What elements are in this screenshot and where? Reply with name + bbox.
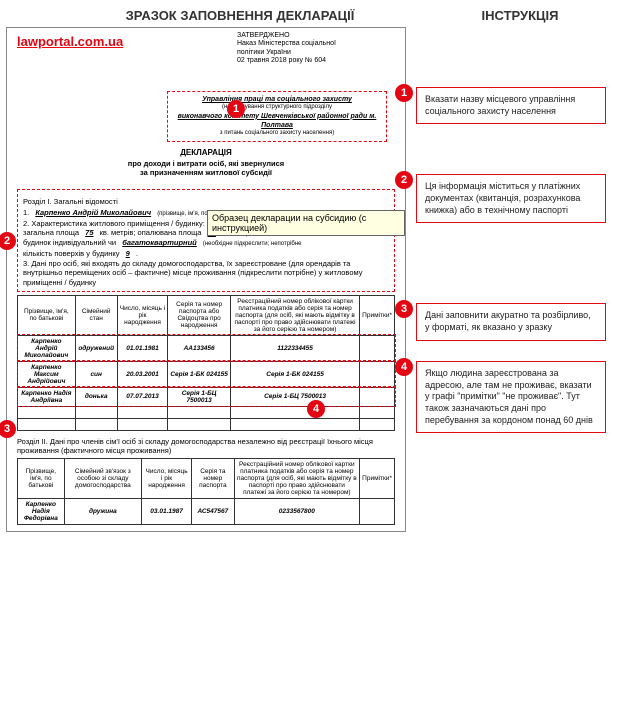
agency-line1: Управління праці та соціального захисту	[173, 95, 381, 104]
marker-1-instr: 1	[395, 84, 413, 102]
cell: 01.01.1981	[117, 335, 168, 361]
cell: донька	[75, 387, 117, 406]
t2-col: Серія та номер паспорта	[192, 458, 234, 498]
t: будинок індивідуальний чи	[23, 238, 116, 247]
marker-3-doc: 3	[0, 420, 16, 438]
cell: Карпенко Максим Андрійович	[18, 361, 76, 387]
t1-col: Серія та номер паспорта або Свідоцтва пр…	[168, 295, 231, 335]
area-total: 75	[81, 228, 97, 237]
t1-col: Реєстраційний номер облікової картки пла…	[230, 295, 359, 335]
marker-2-instr: 2	[395, 171, 413, 189]
s1-item3: 3. Дані про осіб, які входять до складу …	[23, 259, 389, 288]
cell: 07.07.2013	[117, 387, 168, 406]
t: кв. метрів; опалювана площа	[100, 228, 202, 237]
cell: син	[75, 361, 117, 387]
instruction-1: 1 Вказати назву місцевого управління соц…	[416, 87, 606, 124]
declaration-sub1: про доходи і витрати осіб, які звернулис…	[17, 159, 395, 168]
instruction-2: 2 Ця інформація міститься у платіжних до…	[416, 174, 606, 223]
t: кількість поверхів у будинку	[23, 249, 120, 258]
cell: Серія 1-БК 024155	[230, 361, 359, 387]
cell: АС547567	[192, 498, 234, 524]
instr-3-text: Дані заповнити акуратно та розбірливо, у…	[425, 310, 591, 332]
t: .	[136, 249, 138, 258]
cell: Серія 1-БЦ 7500013	[168, 387, 231, 406]
cell	[360, 335, 395, 361]
cell: АА133456	[168, 335, 231, 361]
marker-4-doc: 4	[307, 400, 325, 418]
approved-line: Наказ Міністерства соціальної	[237, 40, 336, 48]
instruction-4: 4 Якщо людина зареєстрована за адресою, …	[416, 361, 606, 433]
t2-col: Примітки*	[360, 458, 395, 498]
header-sample-title: ЗРАЗОК ЗАПОВНЕННЯ ДЕКЛАРАЦІЇ	[10, 8, 430, 23]
s1-item1-val: Карпенко Андрій Миколайович	[31, 208, 155, 217]
cell: Карпенко Андрій Миколайович	[18, 335, 76, 361]
document-column: lawportal.com.ua ЗАТВЕРДЖЕНО Наказ Мініс…	[6, 27, 406, 532]
cell: 1122334455	[230, 335, 359, 361]
household-table: Прізвище, ім'я, по батькові Сімейний ста…	[17, 295, 395, 431]
cell	[360, 387, 395, 406]
instr-2-text: Ця інформація міститься у платіжних доку…	[425, 181, 580, 214]
marker-1-doc: 1	[227, 100, 245, 118]
section1-box: Розділ І. Загальні відомості 1. Карпенко…	[17, 189, 395, 292]
cell: Серія 1-БК 024155	[168, 361, 231, 387]
t: (необхідне підкреслити; непотрібне	[203, 241, 302, 247]
cell: Карпенко Надія Федорівна	[18, 498, 65, 524]
cell: одружений	[75, 335, 117, 361]
approved-line: політики України	[237, 49, 336, 57]
t2-col: Число, місяць і рік народження	[141, 458, 191, 498]
watermark-link[interactable]: lawportal.com.ua	[17, 34, 395, 49]
s1-item1-num: 1.	[23, 208, 29, 217]
cell: 03.01.1987	[141, 498, 191, 524]
cell	[360, 498, 395, 524]
cell: Карпенко Надія Андріївна	[18, 387, 76, 406]
agency-box: Управління праці та соціального захисту …	[167, 91, 387, 142]
approved-block: ЗАТВЕРДЖЕНО Наказ Міністерства соціально…	[237, 32, 336, 66]
t2-col: Сімейний зв'язок з особою зі складу домо…	[64, 458, 141, 498]
instr-1-text: Вказати назву місцевого управління соціа…	[425, 94, 575, 116]
t: загальна площа	[23, 228, 79, 237]
declaration-title: ДЕКЛАРАЦІЯ	[17, 148, 395, 157]
marker-3-instr: 3	[395, 300, 413, 318]
t1-col: Примітки*	[360, 295, 395, 335]
cell: дружина	[64, 498, 141, 524]
agency-note1: (найменування структурного підрозділу	[173, 104, 381, 112]
t2-col: Прізвище, ім'я, по батькові	[18, 458, 65, 498]
t1-col: Прізвище, ім'я, по батькові	[18, 295, 76, 335]
agency-note2: з питань соціального захисту населення)	[173, 130, 381, 138]
t2-col: Реєстраційний номер облікової картки пла…	[234, 458, 360, 498]
approved-line: 02 травня 2018 року № 604	[237, 57, 336, 65]
cell: Серія 1-БЦ 7500013	[230, 387, 359, 406]
t1-col: Сімейний стан	[75, 295, 117, 335]
cell: 0233567800	[234, 498, 360, 524]
section1-title: Розділ І. Загальні відомості	[23, 197, 389, 206]
cell	[360, 361, 395, 387]
instruction-3: 3 Дані заповнити акуратно та розбірливо,…	[416, 303, 606, 340]
marker-4-instr: 4	[395, 358, 413, 376]
section2-title: Розділ ІІ. Дані про членів сім'ї осіб зі…	[17, 437, 395, 455]
tooltip: Образец декларации на субсидию (с инстру…	[207, 210, 405, 236]
agency-line2: виконавчого комітету Шевченківської райо…	[173, 112, 381, 130]
family-table: Прізвище, ім'я, по батькові Сімейний зв'…	[17, 458, 395, 525]
floors: 9	[122, 249, 134, 258]
t1-col: Число, місяць і рік народження	[117, 295, 168, 335]
marker-2-doc: 2	[0, 232, 16, 250]
cell: 20.03.2001	[117, 361, 168, 387]
instr-4-text: Якщо людина зареєстрована за адресою, ал…	[425, 368, 593, 425]
instruction-column: 1 Вказати назву місцевого управління соц…	[406, 27, 606, 532]
building-type: багатоквартирний	[118, 238, 201, 247]
header-instruction-title: ІНСТРУКЦІЯ	[430, 8, 610, 23]
declaration-sub2: за призначенням житлової субсидії	[17, 168, 395, 177]
